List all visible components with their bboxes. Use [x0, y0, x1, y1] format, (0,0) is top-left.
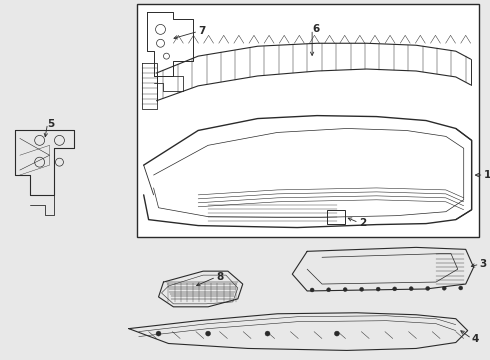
- Text: 1: 1: [484, 170, 490, 180]
- Circle shape: [426, 287, 430, 291]
- Text: 6: 6: [312, 24, 319, 35]
- Circle shape: [156, 331, 161, 336]
- Text: 5: 5: [48, 118, 55, 129]
- Circle shape: [327, 288, 331, 292]
- Bar: [327, 210, 345, 224]
- Circle shape: [343, 288, 347, 292]
- Circle shape: [392, 287, 397, 291]
- Circle shape: [360, 287, 364, 291]
- Circle shape: [310, 288, 314, 292]
- Circle shape: [265, 331, 270, 336]
- Circle shape: [206, 331, 211, 336]
- Circle shape: [442, 286, 446, 290]
- Circle shape: [459, 286, 463, 290]
- Text: 2: 2: [359, 217, 366, 228]
- Text: 3: 3: [480, 259, 487, 269]
- Bar: [137, 4, 479, 238]
- Circle shape: [409, 287, 413, 291]
- Circle shape: [334, 331, 340, 336]
- Text: 8: 8: [216, 272, 223, 282]
- Text: 4: 4: [472, 333, 479, 343]
- Text: 7: 7: [198, 26, 205, 36]
- Circle shape: [376, 287, 380, 291]
